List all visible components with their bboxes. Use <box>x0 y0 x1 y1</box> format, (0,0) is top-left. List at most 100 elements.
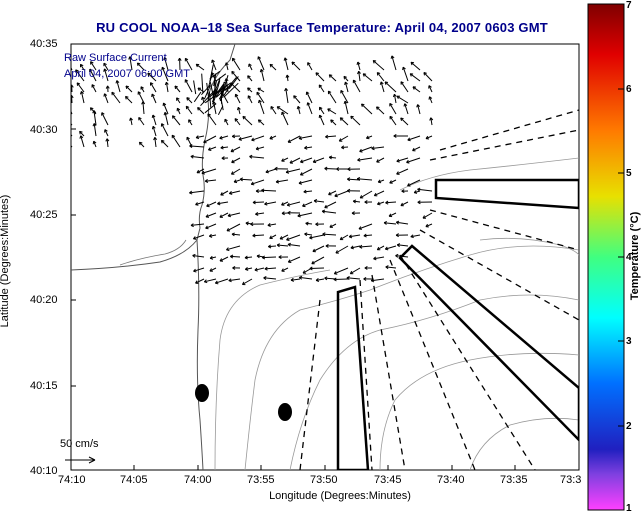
current-vector-head <box>224 78 227 82</box>
current-vector <box>389 103 397 115</box>
current-vector <box>104 129 109 137</box>
current-vector-head <box>209 235 213 238</box>
current-vector-head <box>416 104 419 108</box>
current-vector-head <box>428 96 430 100</box>
current-vector <box>247 87 253 93</box>
bathymetry-contour <box>289 294 579 470</box>
current-vector-head <box>313 161 317 164</box>
current-vector <box>220 88 224 102</box>
current-vector-head <box>373 258 377 261</box>
current-vector <box>423 72 433 82</box>
bathymetry-contour <box>399 157 579 191</box>
current-vector <box>288 256 301 263</box>
current-vector <box>263 277 277 280</box>
bathymetry-contour <box>214 269 331 470</box>
current-vector <box>208 146 217 151</box>
current-vector-head <box>298 277 303 280</box>
current-vector-head <box>63 114 64 117</box>
current-vector <box>343 75 349 82</box>
current-vector-head <box>328 156 332 160</box>
current-vector <box>219 256 229 262</box>
current-vector-head <box>396 244 400 248</box>
current-vector-head <box>358 228 362 230</box>
current-vector <box>204 94 217 104</box>
current-vector-head <box>151 114 154 119</box>
current-vector <box>366 135 373 139</box>
current-vector <box>213 73 217 87</box>
current-vector <box>224 118 229 126</box>
current-vector-head <box>193 270 197 273</box>
current-vector <box>212 92 215 106</box>
current-vector-head <box>410 236 414 239</box>
current-vector <box>176 107 181 115</box>
current-vector-head <box>395 255 399 258</box>
current-vector <box>400 117 409 126</box>
axis-ticks <box>71 128 516 470</box>
current-vector-head <box>258 99 260 104</box>
current-vector <box>300 157 313 163</box>
current-vector-head <box>350 247 354 250</box>
current-vector <box>200 89 216 107</box>
current-vector <box>384 222 397 225</box>
current-vector-head <box>217 203 221 206</box>
current-vector <box>103 62 109 71</box>
current-vector-head <box>164 82 167 86</box>
current-vector-head <box>232 267 236 270</box>
current-vector-head <box>402 66 404 71</box>
current-vector-head <box>304 147 308 150</box>
current-vector <box>195 278 205 284</box>
current-vector-head <box>255 148 260 151</box>
current-vector <box>428 85 433 93</box>
current-vector <box>203 135 217 143</box>
current-vector <box>193 91 202 103</box>
current-vector <box>290 278 301 281</box>
current-vector-head <box>343 76 345 80</box>
current-vector <box>341 146 349 148</box>
current-vector-head <box>249 156 253 159</box>
current-vector-head <box>57 64 59 66</box>
x-tick-label: 74:05 <box>120 474 148 486</box>
current-vector <box>234 118 241 126</box>
current-vector-head <box>330 119 332 123</box>
current-vector-head <box>153 137 156 141</box>
current-vector <box>215 278 229 284</box>
current-vector-head <box>275 181 280 184</box>
current-vector <box>309 267 325 269</box>
current-vector <box>305 222 313 225</box>
current-vector-head <box>208 149 212 151</box>
current-vector-head <box>322 233 326 237</box>
current-vector-head <box>287 212 291 215</box>
current-vector-head <box>254 269 258 272</box>
y-tick-label: 40:20 <box>30 294 58 306</box>
current-vector-head <box>351 212 355 216</box>
current-vector <box>197 107 205 115</box>
colorbar-tick-label: 7 <box>626 0 632 11</box>
current-vector <box>90 61 97 71</box>
current-vector <box>391 55 397 71</box>
current-vector <box>358 223 373 230</box>
current-vector <box>216 73 227 81</box>
current-vector <box>247 95 253 104</box>
current-vector-head <box>363 278 367 281</box>
current-vector-head <box>79 131 81 135</box>
current-vector <box>430 117 433 126</box>
current-vector-head <box>79 135 82 139</box>
current-vector <box>252 234 265 237</box>
current-vector <box>371 146 385 149</box>
current-vector-head <box>333 279 337 282</box>
current-vector <box>256 91 265 104</box>
x-tick-label: 73:3 <box>560 474 582 486</box>
current-vector <box>71 95 73 104</box>
current-vector-head <box>390 55 393 59</box>
current-vector <box>195 201 205 206</box>
current-vector-head <box>58 102 60 104</box>
coastline <box>71 44 236 271</box>
current-vector <box>350 245 361 249</box>
current-vector <box>429 96 433 104</box>
current-vector <box>417 104 421 115</box>
current-vector-head <box>414 192 418 194</box>
current-vector-head <box>228 280 232 283</box>
current-vector-head <box>378 181 382 184</box>
current-vector-head <box>261 257 266 260</box>
current-vector <box>314 200 325 203</box>
